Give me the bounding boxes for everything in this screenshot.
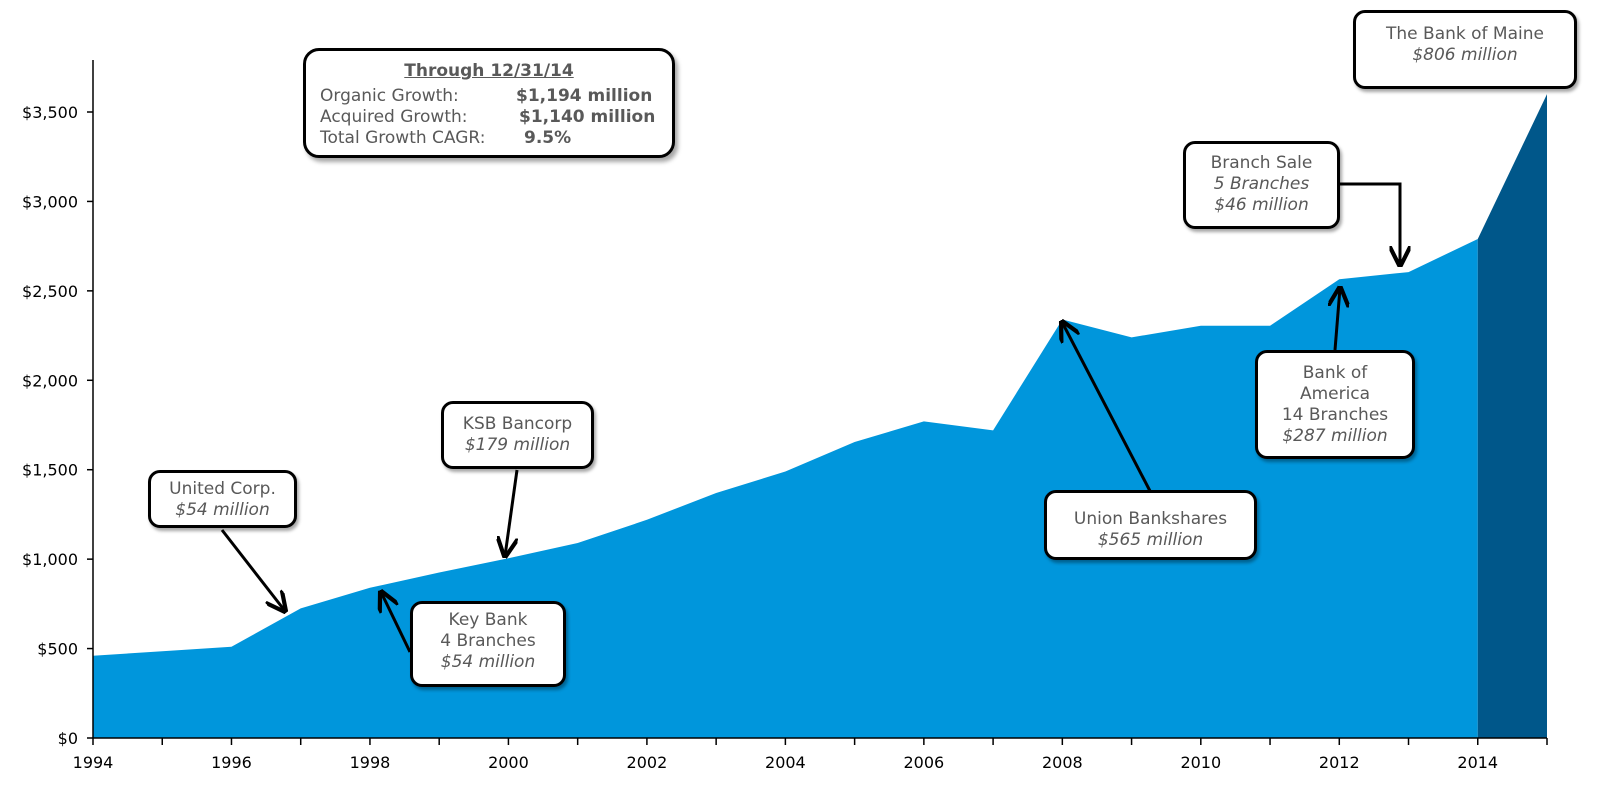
callout-name: KSB Bancorp	[462, 414, 573, 434]
x-tick-label: 1998	[350, 753, 391, 772]
callout-amount: $46 million	[1214, 195, 1309, 215]
y-tick-label: $3,000	[22, 192, 78, 211]
summary-row-acquired: Acquired Growth: $1,140 million	[320, 107, 662, 128]
callout-branches: 4 Branches	[440, 631, 536, 651]
x-tick-label: 2000	[488, 753, 529, 772]
summary-row-organic: Organic Growth: $1,194 million	[320, 86, 662, 107]
x-tick-label: 2002	[627, 753, 668, 772]
x-tick-label: 2004	[765, 753, 806, 772]
summary-value: 9.5%	[524, 128, 572, 148]
summary-value: $1,194 million	[516, 86, 653, 106]
callout-amount: $565 million	[1097, 530, 1204, 550]
x-tick-label: 1994	[73, 753, 114, 772]
callout-amount: $54 million	[175, 500, 270, 520]
x-tick-label: 2014	[1457, 753, 1498, 772]
callout-name: Key Bank	[448, 610, 528, 630]
callout-bank-of-america: Bank of America 14 Branches $287 million	[1255, 350, 1415, 459]
ksb-arrow	[505, 469, 519, 556]
callout-bank-of-maine: The Bank of Maine $806 million	[1353, 10, 1577, 89]
callout-amount: $287 million	[1282, 426, 1388, 446]
callout-union-bankshares: Union Bankshares $565 million	[1044, 490, 1257, 560]
callout-name: United Corp.	[169, 479, 276, 499]
callout-name: America	[1299, 384, 1371, 404]
area-series-bank-of-maine	[1477, 94, 1547, 739]
y-tick-label: $3,500	[22, 103, 78, 122]
callout-name: Branch Sale	[1210, 153, 1313, 173]
summary-label: Organic Growth:	[320, 86, 459, 106]
callout-amount: $806 million	[1412, 45, 1518, 65]
callout-united-corp: United Corp. $54 million	[148, 470, 297, 528]
summary-value: $1,140 million	[519, 107, 656, 127]
area-series-historical	[93, 238, 1478, 738]
y-tick-label: $1,500	[22, 461, 78, 480]
x-tick-label: 2008	[1042, 753, 1083, 772]
summary-title: Through 12/31/14	[404, 61, 574, 81]
y-tick-label: $0	[58, 729, 78, 748]
callout-branch-sale: Branch Sale 5 Branches $46 million	[1183, 141, 1340, 229]
x-tick-label: 1996	[211, 753, 252, 772]
callout-name: The Bank of Maine	[1386, 24, 1544, 44]
y-tick-label: $500	[37, 640, 78, 659]
x-tick-label: 2010	[1180, 753, 1221, 772]
y-tick-label: $2,000	[22, 371, 78, 390]
callout-ksb-bancorp: KSB Bancorp $179 million	[441, 401, 594, 469]
callout-branches: 5 Branches	[1213, 174, 1310, 194]
x-tick-label: 2006	[903, 753, 944, 772]
boa-arrow	[1335, 288, 1340, 351]
key-bank-arrow	[381, 592, 412, 653]
branch-sale-arrow	[1340, 182, 1400, 265]
x-tick-label: 2012	[1319, 753, 1360, 772]
growth-summary-box: Through 12/31/14 Organic Growth: $1,194 …	[303, 48, 675, 158]
united-arrow	[220, 529, 285, 611]
callout-branches: 14 Branches	[1281, 405, 1389, 425]
y-tick-label: $1,000	[22, 550, 78, 569]
y-tick-label: $2,500	[22, 282, 78, 301]
summary-row-cagr: Total Growth CAGR: 9.5%	[320, 128, 662, 149]
summary-label: Acquired Growth:	[320, 107, 468, 127]
union-arrow	[1062, 322, 1152, 492]
callout-amount: $54 million	[440, 652, 536, 672]
callout-name: Union Bankshares	[1073, 509, 1228, 529]
summary-label: Total Growth CAGR:	[320, 128, 486, 148]
callout-name: Bank of	[1302, 363, 1368, 383]
callout-amount: $179 million	[464, 435, 571, 455]
callout-key-bank: Key Bank 4 Branches $54 million	[410, 601, 566, 687]
